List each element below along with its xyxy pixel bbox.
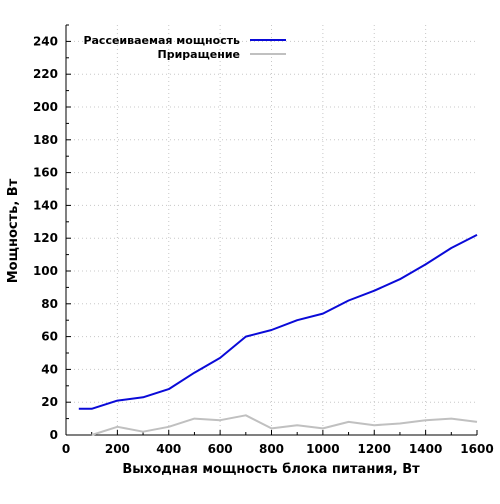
x-tick-label: 400 xyxy=(156,442,181,456)
series-line-0 xyxy=(78,234,478,410)
y-tick-label: 220 xyxy=(33,67,58,81)
x-tick-label: 800 xyxy=(259,442,284,456)
series-line-1 xyxy=(91,414,478,436)
x-tick-label: 1200 xyxy=(358,442,391,456)
y-tick-label: 120 xyxy=(33,231,58,245)
y-tick-label: 160 xyxy=(33,166,58,180)
x-tick-label: 1000 xyxy=(306,442,339,456)
x-axis-title: Выходная мощность блока питания, Вт xyxy=(122,462,420,477)
y-tick-label: 80 xyxy=(41,297,58,311)
x-tick-label: 1600 xyxy=(460,442,493,456)
y-tick-label: 240 xyxy=(33,34,58,48)
legend-label-1: Приращение xyxy=(158,48,240,61)
x-tick-label: 0 xyxy=(62,442,70,456)
y-tick-label: 180 xyxy=(33,133,58,147)
y-axis-title: Мощность, Вт xyxy=(6,178,21,283)
y-tick-label: 40 xyxy=(41,362,58,376)
y-tick-label: 0 xyxy=(50,428,58,442)
y-tick-label: 200 xyxy=(33,100,58,114)
x-tick-label: 200 xyxy=(105,442,130,456)
y-tick-label: 100 xyxy=(33,264,58,278)
legend-label-0: Рассеиваемая мощность xyxy=(83,34,240,47)
grid xyxy=(66,25,477,435)
y-tick-label: 60 xyxy=(41,330,58,344)
series-lines xyxy=(78,234,478,436)
axes: 0 200 400 600 800 1000 1200 1400 1600 0 20 40 60 80 10… xyxy=(33,24,494,456)
x-tick-label: 600 xyxy=(208,442,233,456)
y-tick-label: 20 xyxy=(41,395,58,409)
x-tick-label: 1400 xyxy=(409,442,442,456)
y-tick-label: 140 xyxy=(33,198,58,212)
